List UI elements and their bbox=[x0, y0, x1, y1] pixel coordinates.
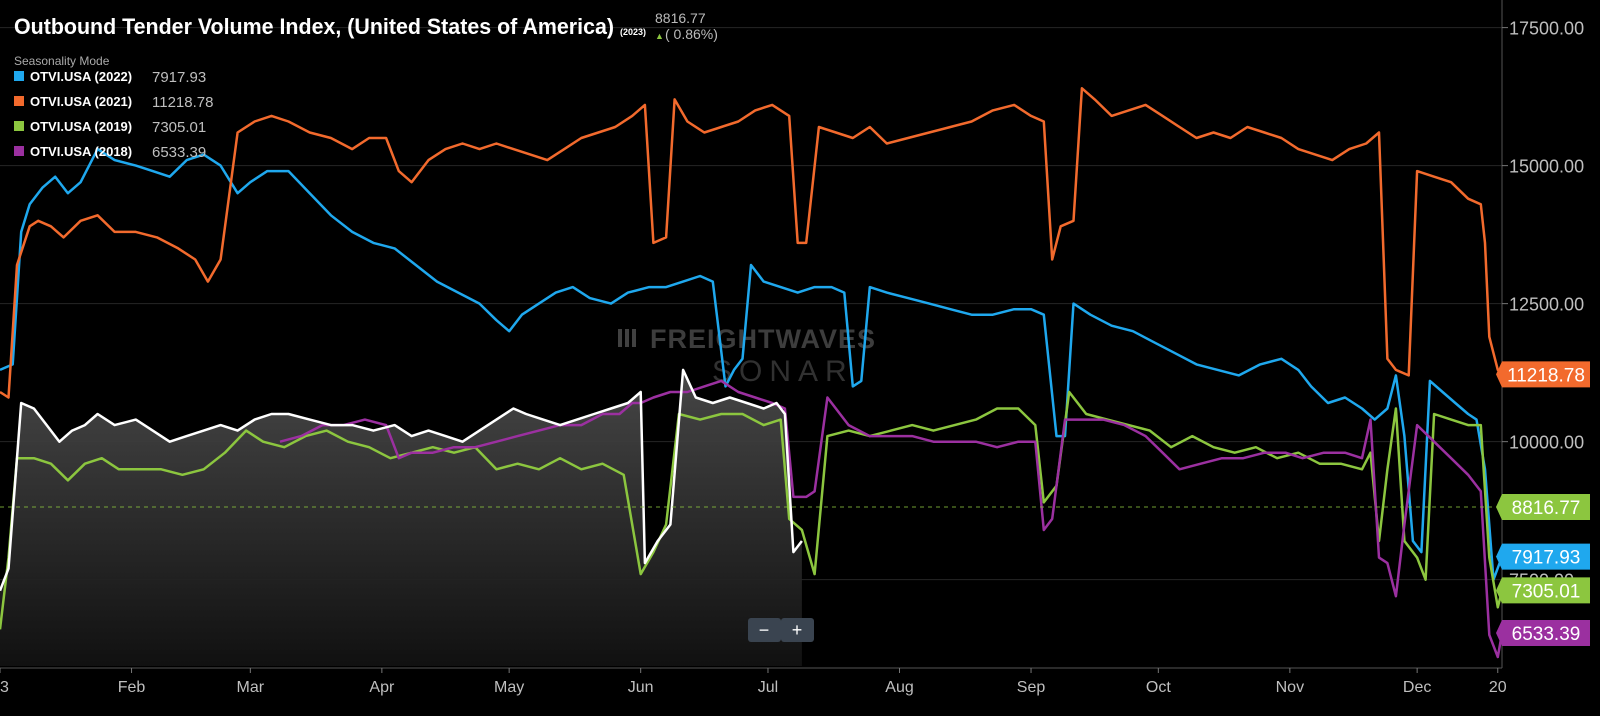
series-end-labels: 11218.78 8816.77 7917.93 7305.01 6533.39 bbox=[1496, 361, 1590, 647]
legend: OTVI.USA (2022) 7917.93 OTVI.USA (2021) 112… bbox=[14, 69, 213, 161]
zoom-controls: − + bbox=[748, 618, 814, 642]
end-label-box bbox=[1496, 543, 1590, 570]
x-tick-label: Feb bbox=[118, 679, 146, 696]
legend-name: OTVI.USA (2021) bbox=[30, 94, 132, 109]
end-label-otvi-usa-2018: 6533.39 bbox=[1496, 620, 1590, 647]
x-tick-label: Jul bbox=[758, 679, 778, 696]
legend-value: 7917.93 bbox=[152, 69, 206, 86]
y-tick-label: 10000.00 bbox=[1509, 433, 1584, 453]
series-line-otvi-usa-2019 bbox=[0, 390, 1502, 630]
zoom-out-button[interactable] bbox=[748, 618, 781, 642]
x-axis-ticks: 23 Feb Mar Apr May Jun Jul Aug Sep Oct Nov Dec 20 bbox=[0, 668, 1507, 696]
change-up-icon: ▲ bbox=[655, 31, 664, 41]
legend-item-otvi-usa-2019[interactable]: OTVI.USA (2019) 7305.01 bbox=[14, 119, 206, 136]
end-label-text: 7305.01 bbox=[1512, 581, 1581, 602]
x-tick-label: Nov bbox=[1276, 679, 1304, 696]
legend-item-otvi-usa-2022[interactable]: OTVI.USA (2022) 7917.93 bbox=[14, 69, 206, 86]
x-tick-label: Mar bbox=[237, 679, 265, 696]
y-tick-label: 12500.00 bbox=[1509, 295, 1584, 315]
end-label-box bbox=[1496, 577, 1590, 604]
zoom-in-button[interactable] bbox=[781, 618, 814, 642]
end-label-otvi-usa-2019: 7305.01 bbox=[1496, 577, 1590, 604]
end-label-text: 6533.39 bbox=[1512, 624, 1581, 645]
zoom-out-icon: − bbox=[759, 620, 770, 640]
x-tick-label: Sep bbox=[1017, 679, 1046, 696]
series-layer bbox=[0, 87, 1502, 659]
legend-value: 7305.01 bbox=[152, 119, 206, 136]
legend-value: 6533.39 bbox=[152, 144, 206, 161]
end-label-box bbox=[1496, 361, 1590, 388]
end-label-text: 7917.93 bbox=[1512, 548, 1581, 569]
legend-item-otvi-usa-2018[interactable]: OTVI.USA (2018) 6533.39 bbox=[14, 144, 206, 161]
legend-name: OTVI.USA (2022) bbox=[30, 69, 132, 84]
x-tick-label: Apr bbox=[369, 679, 395, 696]
series-line-otvi-usa-2018 bbox=[279, 379, 1502, 659]
legend-name: OTVI.USA (2019) bbox=[30, 119, 132, 134]
y-tick-label: 17500.00 bbox=[1509, 19, 1584, 39]
end-label-box bbox=[1496, 620, 1590, 647]
end-label-otvi-usa-2022: 7917.93 bbox=[1496, 543, 1590, 570]
end-label-otvi-usa-2023: 8816.77 bbox=[1496, 493, 1590, 520]
legend-name: OTVI.USA (2018) bbox=[30, 144, 132, 159]
seasonality-mode-label: Seasonality Mode bbox=[14, 54, 110, 68]
x-tick-label: Dec bbox=[1403, 679, 1431, 696]
chart-title: Outbound Tender Volume Index, (United St… bbox=[14, 14, 614, 39]
x-tick-label: Oct bbox=[1146, 679, 1171, 696]
end-label-otvi-usa-2021: 11218.78 bbox=[1496, 361, 1590, 388]
series-line-otvi-usa-2022 bbox=[0, 147, 1502, 581]
chart-header: Outbound Tender Volume Index, (United St… bbox=[14, 10, 718, 68]
end-label-box bbox=[1496, 493, 1590, 520]
legend-swatch bbox=[14, 146, 24, 156]
legend-swatch bbox=[14, 121, 24, 131]
legend-item-otvi-usa-2021[interactable]: OTVI.USA (2021) 11218.78 bbox=[14, 94, 213, 111]
area-layer bbox=[0, 369, 802, 666]
x-tick-label: Aug bbox=[885, 679, 913, 696]
current-value: 8816.77 bbox=[655, 10, 706, 26]
end-label-text: 8816.77 bbox=[1512, 498, 1581, 519]
y-tick-label: 15000.00 bbox=[1509, 157, 1584, 177]
zoom-in-icon: + bbox=[792, 620, 803, 640]
x-tick-label: 23 bbox=[0, 679, 9, 696]
watermark-line1: FREIGHTWAVES bbox=[650, 324, 876, 354]
x-tick-label: 20 bbox=[1489, 679, 1507, 696]
series-line-otvi-usa-2023 bbox=[0, 368, 803, 592]
legend-value: 11218.78 bbox=[152, 94, 213, 111]
x-tick-label: May bbox=[494, 679, 524, 696]
legend-swatch bbox=[14, 71, 24, 81]
series-area-otvi-usa-2023 bbox=[0, 369, 802, 666]
x-tick-label: Jun bbox=[628, 679, 654, 696]
legend-swatch bbox=[14, 96, 24, 106]
chart-title-suffix: (2023) bbox=[620, 27, 646, 37]
series-line-otvi-usa-2021 bbox=[0, 87, 1502, 399]
change-text: ( 0.86%) bbox=[665, 26, 718, 42]
end-label-text: 11218.78 bbox=[1507, 365, 1585, 386]
